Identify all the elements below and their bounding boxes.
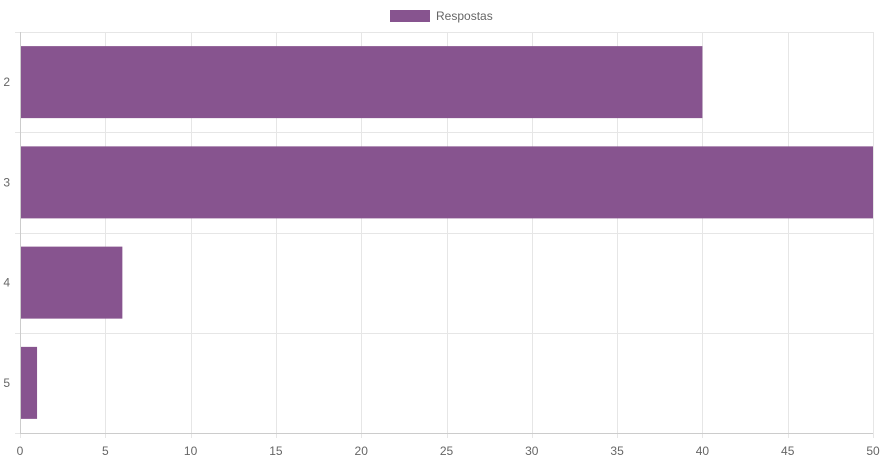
x-tick-label: 30 (525, 444, 539, 458)
axes (20, 32, 873, 434)
legend-swatch (390, 10, 430, 22)
x-tick-label: 15 (269, 444, 283, 458)
bar[interactable] (21, 246, 123, 319)
x-tick-label: 45 (781, 444, 795, 458)
bar[interactable] (21, 46, 703, 119)
x-tick-label: 40 (696, 444, 710, 458)
x-tick-label: 25 (440, 444, 454, 458)
x-tick-label: 35 (610, 444, 624, 458)
y-tick-label: 5 (3, 376, 10, 390)
legend[interactable]: Respostas (390, 9, 493, 23)
x-tick-label: 10 (184, 444, 198, 458)
bar[interactable] (21, 346, 38, 419)
legend-label: Respostas (436, 9, 493, 23)
x-tick-label: 20 (355, 444, 369, 458)
y-tick-label: 3 (3, 175, 10, 189)
x-tick-label: 50 (866, 444, 880, 458)
bar[interactable] (21, 146, 873, 219)
bars (21, 46, 873, 419)
x-tick-label: 0 (17, 444, 24, 458)
y-tick-label: 4 (3, 276, 10, 290)
x-tick-label: 5 (102, 444, 109, 458)
y-tick-label: 2 (3, 75, 10, 89)
